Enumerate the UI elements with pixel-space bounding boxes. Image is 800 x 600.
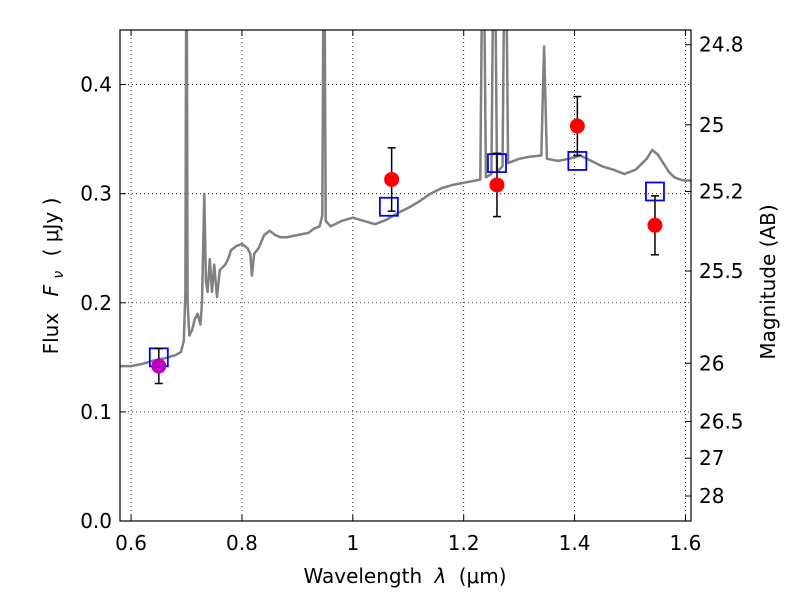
y-axis-label-subscript: ν bbox=[51, 271, 67, 279]
y2-tick-label: 28 bbox=[699, 484, 724, 508]
y-axis-label-unit: ( μJy ) bbox=[39, 198, 63, 257]
y-tick-label: 0.1 bbox=[80, 400, 112, 424]
x-tick-label: 1.6 bbox=[670, 531, 702, 555]
y2-tick-label: 26 bbox=[699, 351, 724, 375]
y-tick-label: 0.2 bbox=[80, 291, 112, 315]
observed-point bbox=[489, 177, 505, 193]
y-axis-label: Flux F ν ( μJy ) bbox=[39, 198, 68, 355]
plot-frame bbox=[119, 29, 692, 522]
observed-point bbox=[647, 217, 663, 233]
x-axis-label-text: Wavelength bbox=[303, 564, 422, 588]
y2-axis-label: Magnitude (AB) bbox=[756, 204, 780, 359]
model-box-marker bbox=[378, 196, 399, 217]
spectrum-layer bbox=[120, 30, 691, 368]
tick-marks bbox=[120, 30, 691, 522]
x-axis-label-symbol: λ bbox=[434, 564, 447, 588]
x-tick-label: 0.6 bbox=[115, 531, 147, 555]
y-tick-label: 0.0 bbox=[80, 509, 112, 533]
x-tick-label: 1 bbox=[346, 531, 359, 555]
observed-point bbox=[151, 358, 167, 374]
x-tick-label: 1.4 bbox=[559, 531, 591, 555]
x-axis-label: Wavelength λ (μm) bbox=[303, 564, 506, 588]
observed-point bbox=[384, 171, 400, 187]
tick-labels: 0.6 0.8 1 1.2 1.4 1.6 0.0 0.1 0.2 0.3 0.4 24.8 25 25.… bbox=[80, 33, 743, 555]
x-axis-label-unit: (μm) bbox=[459, 564, 507, 588]
x-tick-label: 0.8 bbox=[226, 531, 258, 555]
spectrum-line bbox=[120, 30, 691, 368]
x-tick-label: 1.2 bbox=[448, 531, 480, 555]
y2-tick-label: 25.5 bbox=[699, 259, 744, 283]
y2-tick-label: 25 bbox=[699, 113, 724, 137]
y2-tick-label: 25.2 bbox=[699, 179, 744, 203]
y2-tick-label: 26.5 bbox=[699, 409, 744, 433]
y2-tick-label: 24.8 bbox=[699, 33, 744, 57]
y-axis-label-symbol: F bbox=[39, 284, 63, 296]
y2-tick-label: 27 bbox=[699, 446, 724, 470]
y-tick-label: 0.3 bbox=[80, 182, 112, 206]
y-axis-label-text: Flux bbox=[39, 313, 63, 355]
observed-point bbox=[569, 118, 585, 134]
y-tick-label: 0.4 bbox=[80, 73, 112, 97]
points-layer bbox=[148, 95, 665, 385]
